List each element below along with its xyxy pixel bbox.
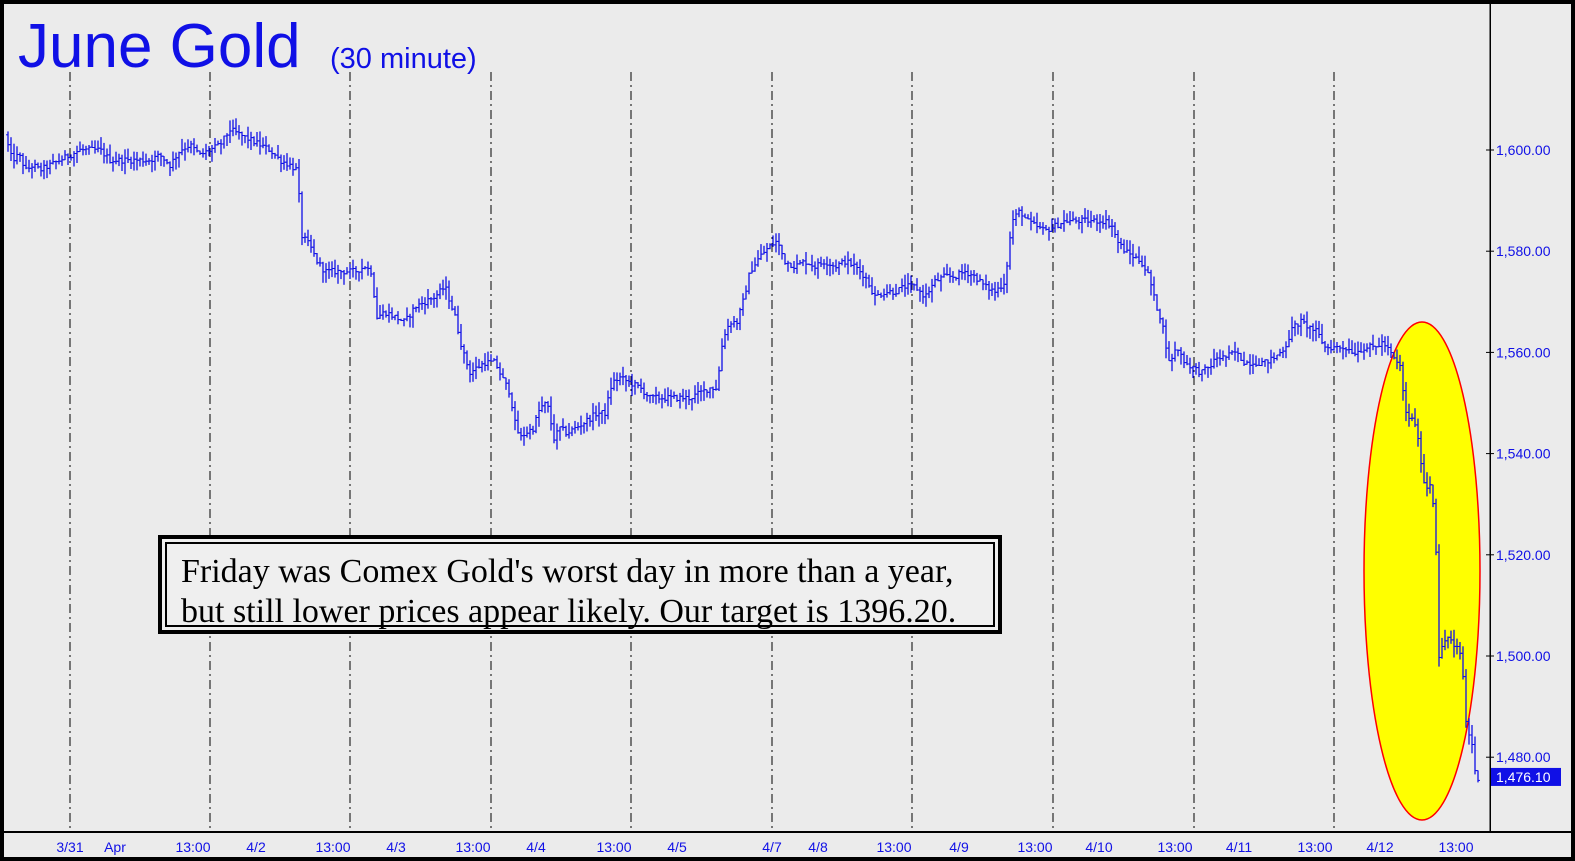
x-tick-label-3: 4/2 [246, 839, 266, 855]
y-tick-label-0: 1,600.00 [1496, 142, 1551, 158]
x-tick-label-5: 4/3 [386, 839, 406, 855]
x-tick-label-9: 4/5 [667, 839, 687, 855]
x-tick-label-8: 13:00 [596, 839, 631, 855]
last-price-label: 1,476.10 [1496, 769, 1551, 785]
y-tick-label-5: 1,500.00 [1496, 648, 1551, 664]
chart-subtitle: (30 minute) [330, 43, 477, 75]
x-axis-panel [4, 833, 1571, 857]
y-tick-label-1: 1,580.00 [1496, 243, 1551, 259]
y-tick-label-2: 1,560.00 [1496, 344, 1551, 360]
x-tick-label-15: 4/10 [1085, 839, 1112, 855]
y-axis: 1,600.00 1,580.00 1,560.00 1,540.00 1,520.00… [1486, 4, 1561, 831]
y-tick-label-6: 1,480.00 [1496, 749, 1551, 765]
y-tick-label-4: 1,520.00 [1496, 547, 1551, 563]
price-bars [6, 118, 1480, 783]
x-tick-label-13: 4/9 [949, 839, 969, 855]
session-dividers [69, 72, 1335, 831]
x-tick-label-0: 3/31 [56, 839, 83, 855]
annotation-line-1: Friday was Comex Gold's worst day in mor… [181, 553, 954, 590]
annotation-box: Friday was Comex Gold's worst day in mor… [158, 535, 1002, 634]
x-tick-label-16: 13:00 [1157, 839, 1192, 855]
x-tick-label-10: 4/7 [762, 839, 782, 855]
y-axis-panel [1491, 4, 1571, 831]
highlight-layer [1363, 321, 1481, 821]
x-tick-label-7: 4/4 [526, 839, 546, 855]
chart-title: June Gold [18, 12, 301, 81]
x-tick-label-4: 13:00 [315, 839, 350, 855]
x-tick-label-20: 13:00 [1438, 839, 1473, 855]
annotation-line-2: but still lower prices appear likely. Ou… [181, 593, 957, 630]
x-tick-label-2: 13:00 [175, 839, 210, 855]
x-tick-label-18: 13:00 [1297, 839, 1332, 855]
x-tick-label-12: 13:00 [876, 839, 911, 855]
x-tick-label-1: Apr [104, 839, 126, 855]
plot-area [4, 4, 1490, 831]
x-tick-label-19: 4/12 [1366, 839, 1393, 855]
highlight-ellipse [1363, 321, 1481, 821]
annotation-inner-border: Friday was Comex Gold's worst day in mor… [165, 542, 995, 630]
x-axis: 3/31 Apr 13:00 4/2 13:00 4/3 13:00 4/4 13:00 4/5 4… [4, 831, 1490, 855]
x-tick-label-17: 4/11 [1226, 839, 1252, 855]
x-tick-label-14: 13:00 [1017, 839, 1052, 855]
y-tick-label-3: 1,540.00 [1496, 446, 1551, 462]
x-tick-label-6: 13:00 [455, 839, 490, 855]
x-tick-label-11: 4/8 [808, 839, 828, 855]
last-price-badge [1491, 767, 1561, 786]
